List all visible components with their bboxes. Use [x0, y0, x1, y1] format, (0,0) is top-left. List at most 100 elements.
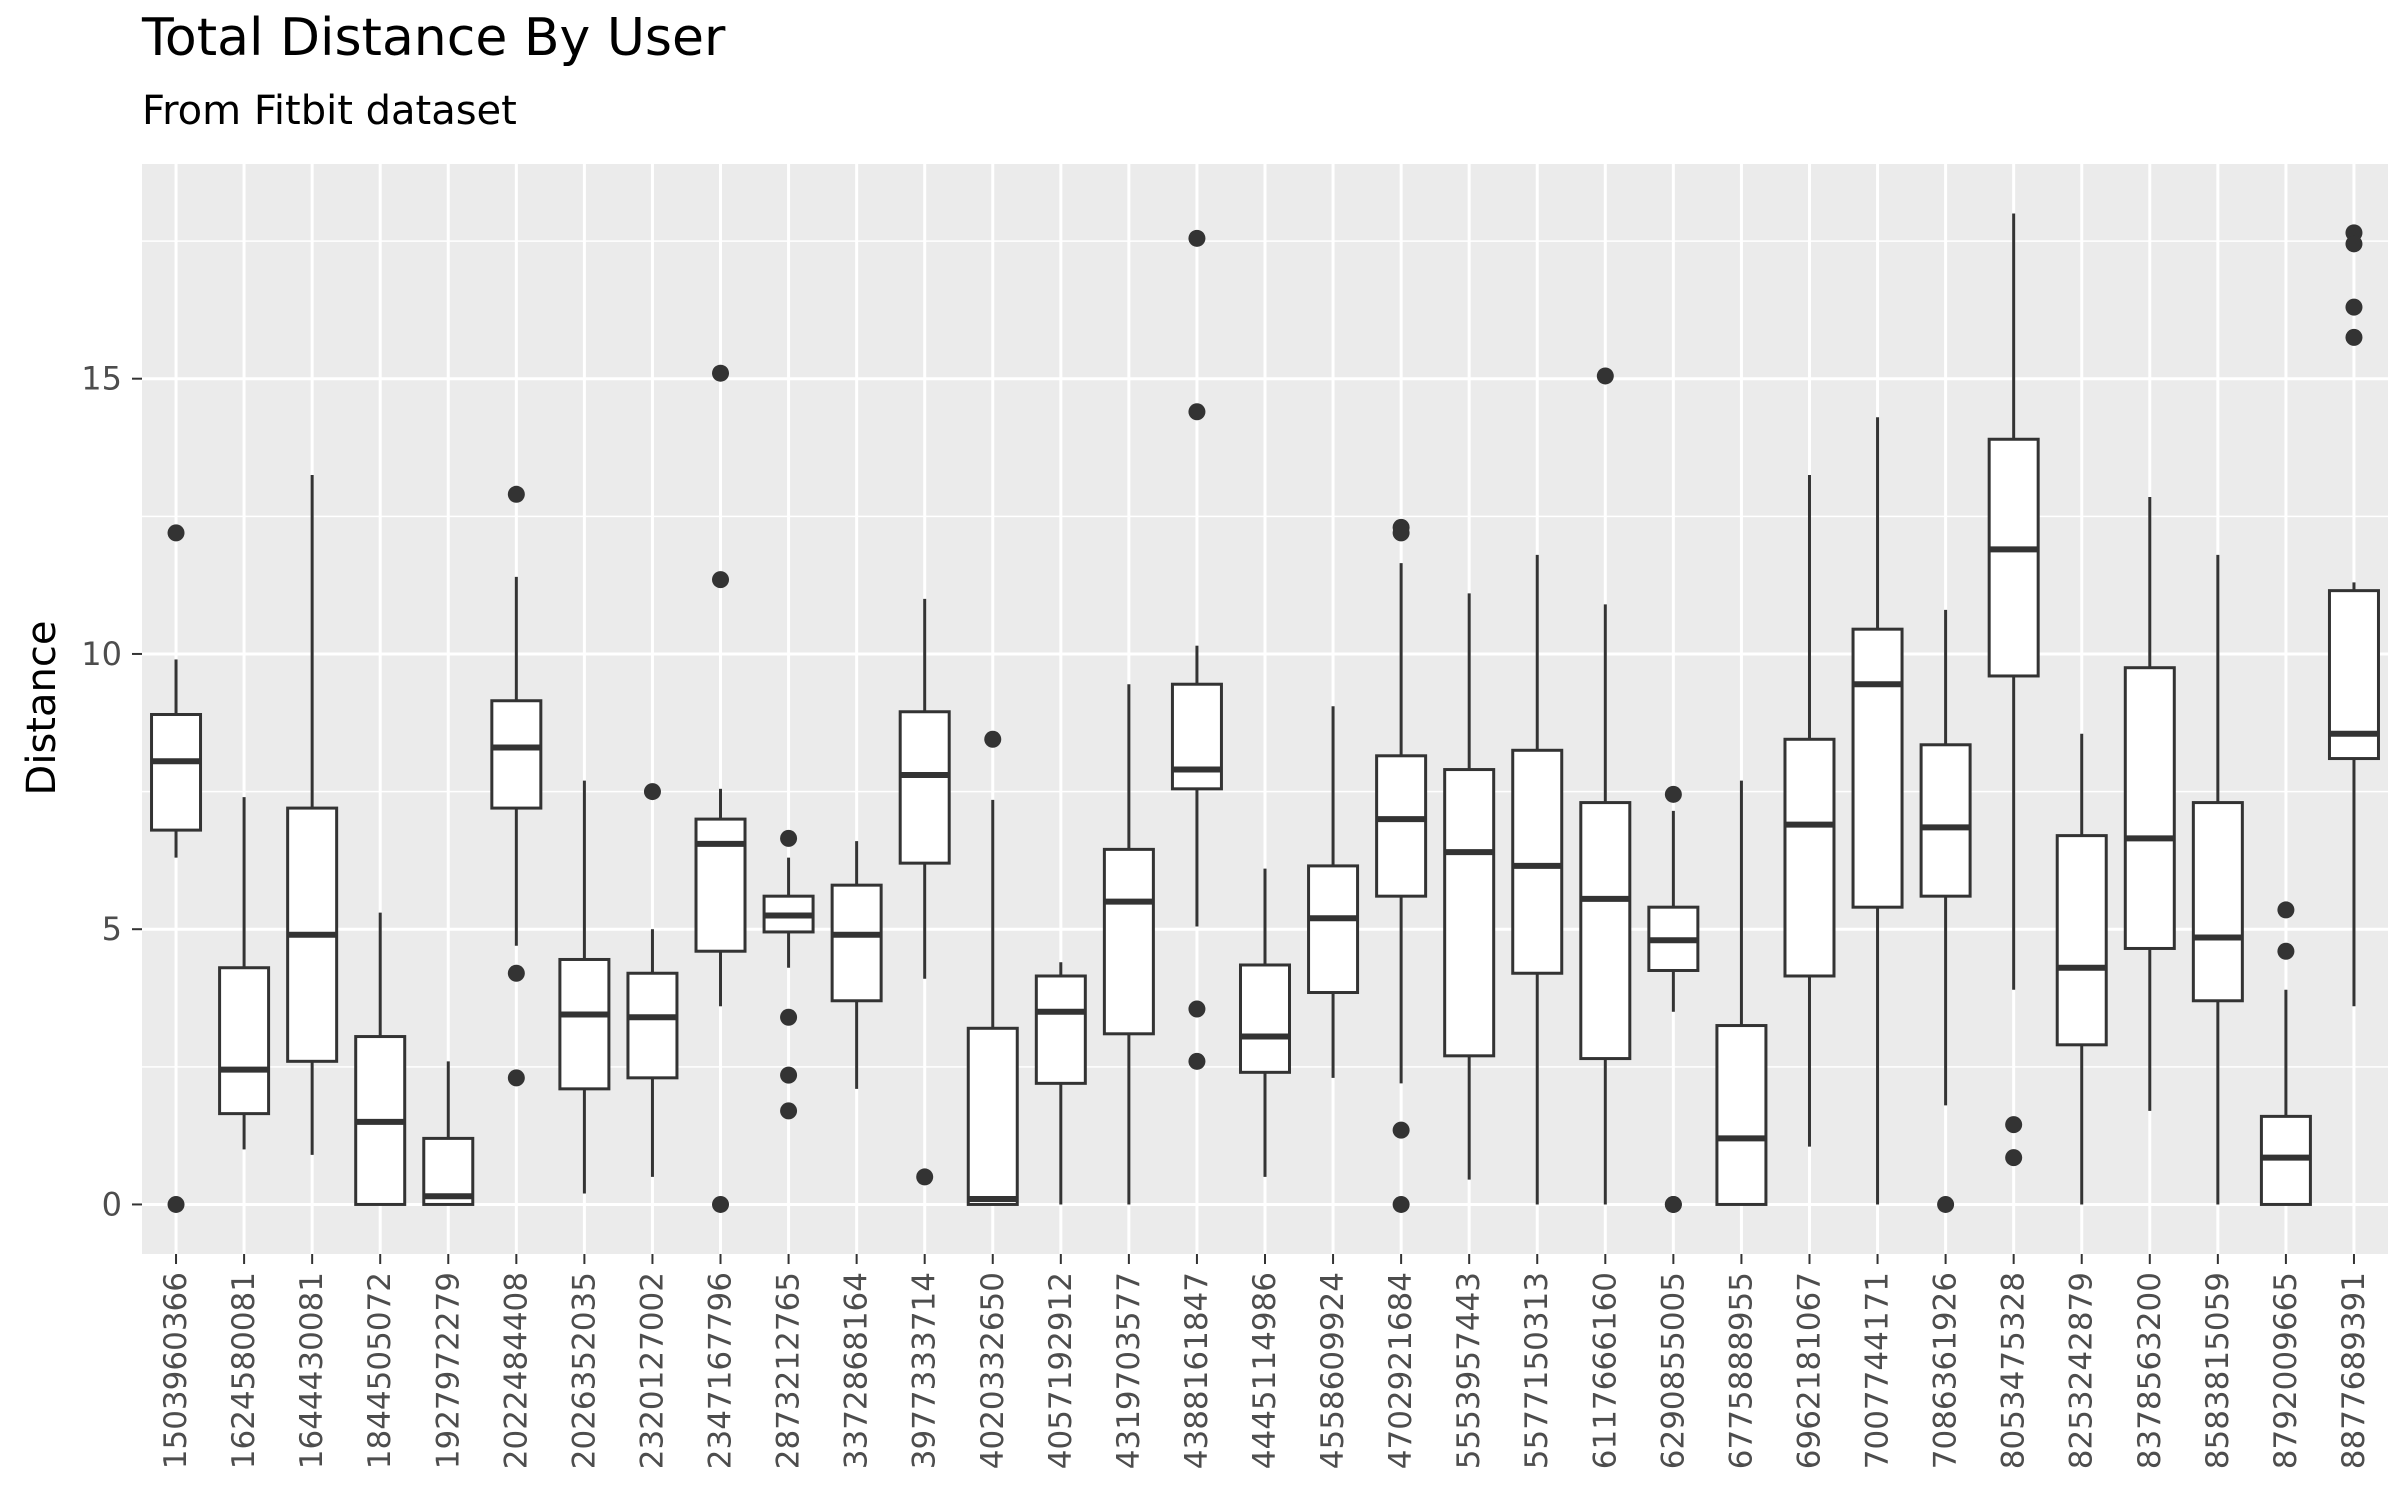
box-2873212765	[762, 829, 815, 1120]
box-iqr	[2123, 666, 2176, 950]
box-iqr	[1375, 754, 1428, 898]
outlier-point	[1596, 367, 1614, 385]
x-tick-label: 4558609924	[1315, 1272, 1351, 1469]
x-tick-label: 8583815059	[2200, 1272, 2236, 1469]
box-iqr	[966, 1026, 1019, 1206]
outlier-point	[1188, 403, 1206, 421]
outlier-point	[1188, 1000, 1206, 1018]
x-tick-label: 6290855005	[1655, 1272, 1691, 1469]
x-tick-label: 8253242879	[2064, 1272, 2100, 1469]
outlier-point	[712, 364, 730, 382]
x-tick-label: 4319703577	[1111, 1272, 1147, 1469]
x-tick-label: 7086361926	[1928, 1272, 1964, 1469]
box-iqr	[694, 817, 747, 953]
box-iqr	[1715, 1024, 1768, 1206]
chart-subtitle: From Fitbit dataset	[142, 88, 517, 134]
outlier-point	[1392, 524, 1410, 542]
box-1927972279	[422, 1061, 475, 1206]
outlier-point	[1392, 1121, 1410, 1139]
x-tick-label: 4388161847	[1179, 1272, 1215, 1469]
box-4319703577	[1102, 684, 1155, 1205]
y-tick-label: 15	[81, 360, 122, 398]
box-4057192912	[1034, 962, 1087, 1205]
box-iqr	[1034, 974, 1087, 1085]
outlier-point	[507, 964, 525, 982]
x-tick-label: 2320127002	[634, 1272, 670, 1469]
outlier-point	[2345, 328, 2363, 346]
box-iqr	[1307, 864, 1360, 995]
outlier-point	[2277, 901, 2295, 919]
x-tick-label: 6962181067	[1791, 1272, 1827, 1469]
box-5577150313	[1511, 554, 1564, 1205]
box-2347167796	[694, 364, 747, 1213]
outlier-point	[2345, 235, 2363, 253]
box-iqr	[150, 713, 203, 832]
x-tick-label: 7007744171	[1860, 1272, 1896, 1469]
boxes-layer	[150, 213, 2380, 1213]
box-iqr	[1238, 963, 1292, 1074]
x-tick-label: 3977333714	[907, 1272, 943, 1469]
y-tick-label: 10	[81, 635, 122, 673]
x-tick-label: 5577150313	[1519, 1272, 1555, 1469]
x-tick-label: 6775888955	[1723, 1272, 1759, 1469]
box-iqr	[558, 957, 611, 1091]
x-tick-label: 2022484408	[498, 1272, 534, 1469]
box-iqr	[2055, 834, 2108, 1047]
outlier-point	[1188, 229, 1206, 247]
x-tick-label: 2347167796	[703, 1272, 739, 1469]
outlier-point	[167, 1195, 185, 1213]
box-8253242879	[2055, 733, 2108, 1205]
box-8877689391	[2327, 224, 2380, 1007]
box-2320127002	[626, 783, 679, 1177]
x-tick-label: 2873212765	[771, 1272, 807, 1469]
box-iqr	[1919, 743, 1972, 898]
box-4388161847	[1170, 229, 1223, 1070]
box-iqr	[2327, 589, 2380, 761]
outlier-point	[712, 571, 730, 589]
x-tick-label: 5553957443	[1451, 1272, 1487, 1469]
box-iqr	[218, 966, 271, 1116]
x-axis: 1503960366 1624580081 1644430081 1844505072…	[158, 1254, 2372, 1469]
box-2026352035	[558, 780, 611, 1194]
box-6775888955	[1715, 780, 1768, 1206]
box-iqr	[830, 883, 883, 1003]
box-iqr	[1579, 801, 1632, 1061]
outlier-point	[780, 829, 798, 847]
outlier-point	[2345, 298, 2363, 316]
box-8583815059	[2191, 554, 2244, 1205]
x-tick-label: 4445114986	[1247, 1272, 1283, 1469]
outlier-point	[2005, 1149, 2023, 1167]
box-6290855005	[1647, 785, 1700, 1213]
box-8792009665	[2259, 901, 2312, 1206]
box-iqr	[1102, 847, 1155, 1036]
y-axis: 0 5 10 15	[81, 360, 142, 1223]
box-6117666160	[1579, 367, 1632, 1205]
box-4702921684	[1375, 518, 1428, 1213]
y-tick-label: 0	[102, 1185, 122, 1223]
box-iqr	[1851, 627, 1904, 909]
outlier-point	[1937, 1195, 1955, 1213]
x-tick-label: 1503960366	[158, 1272, 194, 1469]
x-tick-label: 3372868164	[839, 1272, 875, 1469]
box-3977333714	[898, 598, 951, 1186]
box-5553957443	[1443, 593, 1496, 1180]
x-tick-label: 8378563200	[2132, 1272, 2168, 1469]
outlier-point	[984, 730, 1002, 748]
x-tick-label: 8053475328	[1996, 1272, 2032, 1469]
outlier-point	[167, 524, 185, 542]
box-iqr	[1783, 737, 1836, 978]
box-1644430081	[286, 475, 339, 1155]
x-tick-label: 6117666160	[1587, 1272, 1623, 1469]
box-iqr	[898, 710, 951, 865]
box-1503960366	[150, 524, 203, 1213]
x-tick-label: 1927972279	[430, 1272, 466, 1469]
outlier-point	[712, 1195, 730, 1213]
box-8053475328	[1987, 213, 2040, 1167]
box-4445114986	[1238, 868, 1292, 1177]
box-iqr	[1511, 748, 1564, 975]
outlier-point	[1664, 1195, 1682, 1213]
outlier-point	[780, 1102, 798, 1120]
box-iqr	[1443, 768, 1496, 1058]
outlier-point	[1664, 785, 1682, 803]
box-7086361926	[1919, 609, 1972, 1213]
